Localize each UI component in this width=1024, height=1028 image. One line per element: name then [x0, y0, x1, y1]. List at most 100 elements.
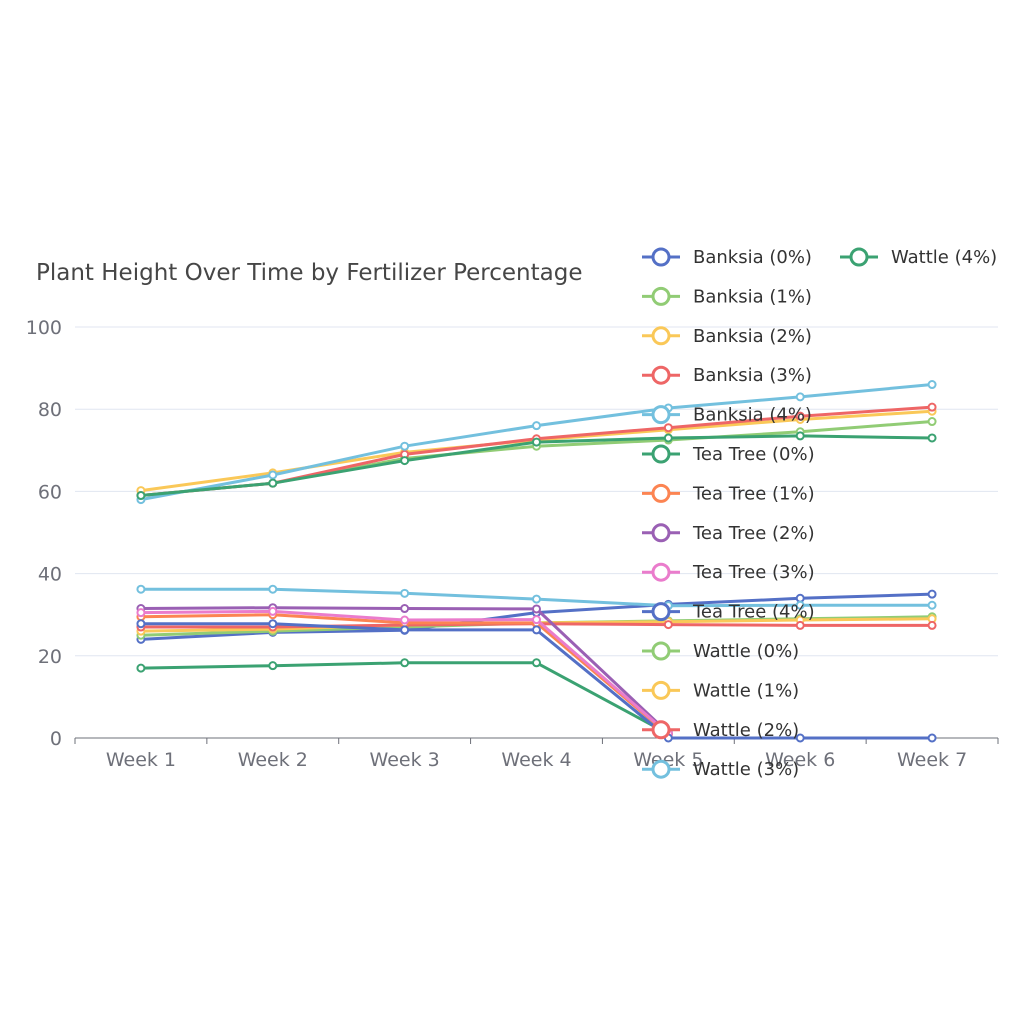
legend-label: Wattle (3%): [693, 759, 799, 780]
legend-label: Wattle (0%): [693, 641, 799, 662]
data-point: [136, 584, 146, 594]
legend-label: Tea Tree (4%): [692, 602, 815, 623]
series-lines: [136, 380, 937, 743]
data-point: [268, 470, 278, 480]
legend-item: Banksia (4%): [642, 405, 812, 426]
data-point: [927, 589, 937, 599]
legend-item: Banksia (2%): [642, 326, 812, 347]
data-point: [795, 431, 805, 441]
legend-marker-icon: [651, 641, 671, 661]
legend-label: Tea Tree (0%): [692, 444, 815, 465]
data-point: [927, 620, 937, 630]
data-point: [268, 661, 278, 671]
data-point: [663, 423, 673, 433]
data-point: [268, 619, 278, 629]
data-point: [136, 608, 146, 618]
data-point: [795, 620, 805, 630]
legend-marker-icon: [651, 444, 671, 464]
y-tick-label: 40: [38, 564, 62, 586]
data-point: [927, 433, 937, 443]
data-point: [532, 625, 541, 635]
legend-marker-icon: [651, 326, 671, 346]
data-point: [532, 604, 541, 614]
axes: 0 20 40 60 80 100 Week 1 Week 2 Week 3 Week 4 Week…: [26, 317, 999, 771]
data-point: [532, 437, 541, 447]
data-point: [927, 600, 937, 610]
legend-label: Wattle (2%): [693, 720, 799, 741]
legend: Banksia (0%) Banksia (1%) Banksia (2%) Bank…: [642, 247, 997, 780]
legend-marker-icon: [651, 405, 671, 425]
legend-label: Banksia (0%): [693, 247, 812, 268]
legend-marker-icon: [651, 602, 671, 622]
data-point: [136, 491, 146, 501]
y-tick-label: 0: [50, 728, 62, 750]
legend-marker-icon: [651, 483, 671, 503]
data-point: [268, 606, 278, 616]
series-group: [136, 406, 937, 496]
legend-marker-icon: [651, 523, 671, 543]
y-tick-label: 100: [26, 317, 62, 339]
data-point: [927, 733, 937, 743]
legend-item: Banksia (3%): [642, 365, 812, 386]
legend-marker-icon: [651, 247, 671, 267]
y-tick-label: 60: [38, 481, 62, 503]
x-tick-label: Week 3: [370, 749, 440, 771]
data-point: [927, 417, 937, 427]
legend-item: Wattle (1%): [642, 680, 799, 701]
data-point: [400, 658, 410, 668]
legend-label: Banksia (4%): [693, 405, 812, 426]
legend-marker-icon: [651, 680, 671, 700]
legend-item: Tea Tree (2%): [642, 523, 815, 544]
legend-label: Wattle (1%): [693, 680, 799, 701]
legend-label: Banksia (2%): [693, 326, 812, 347]
data-point: [927, 402, 937, 412]
x-tick-label: Week 6: [765, 749, 835, 771]
chart-title: Plant Height Over Time by Fertilizer Per…: [36, 260, 583, 286]
legend-label: Tea Tree (1%): [692, 483, 815, 504]
legend-item: Wattle (3%): [642, 759, 799, 780]
y-tick-label: 20: [38, 646, 62, 668]
legend-label: Tea Tree (3%): [692, 562, 815, 583]
data-point: [136, 619, 146, 629]
y-tick-label: 80: [38, 399, 62, 421]
series-group: [136, 619, 937, 743]
legend-marker-icon: [651, 286, 671, 306]
legend-marker-icon: [651, 562, 671, 582]
x-tick-label: Week 2: [238, 749, 308, 771]
legend-item: Banksia (0%): [642, 247, 812, 268]
legend-item: Tea Tree (4%): [642, 602, 815, 623]
x-tick-label: Week 1: [106, 749, 176, 771]
legend-item: Wattle (4%): [840, 247, 997, 268]
legend-item: Banksia (1%): [642, 286, 812, 307]
legend-item: Tea Tree (0%): [642, 444, 815, 465]
x-tick-label: Week 7: [897, 749, 967, 771]
data-point: [663, 433, 673, 443]
legend-marker-icon: [651, 365, 671, 385]
grid-lines: [75, 326, 998, 657]
legend-item: Wattle (2%): [642, 720, 799, 741]
data-point: [400, 615, 410, 625]
legend-label: Banksia (1%): [693, 286, 812, 307]
data-point: [400, 604, 410, 614]
series-line: [140, 622, 933, 740]
data-point: [532, 594, 541, 604]
data-point: [795, 411, 805, 421]
series-group: [136, 431, 937, 501]
legend-marker-icon: [651, 759, 671, 779]
data-point: [400, 456, 410, 466]
data-point: [268, 478, 278, 488]
series-group: [136, 380, 937, 505]
data-point: [400, 625, 410, 635]
data-point: [795, 600, 805, 610]
data-point: [795, 392, 805, 402]
data-point: [663, 620, 673, 630]
data-point: [268, 584, 278, 594]
legend-label: Wattle (4%): [891, 247, 997, 268]
legend-marker-icon: [849, 247, 869, 267]
legend-item: Wattle (0%): [642, 641, 799, 662]
legend-label: Tea Tree (2%): [692, 523, 815, 544]
data-point: [927, 380, 937, 390]
data-point: [532, 615, 541, 625]
legend-item: Tea Tree (1%): [642, 483, 815, 504]
